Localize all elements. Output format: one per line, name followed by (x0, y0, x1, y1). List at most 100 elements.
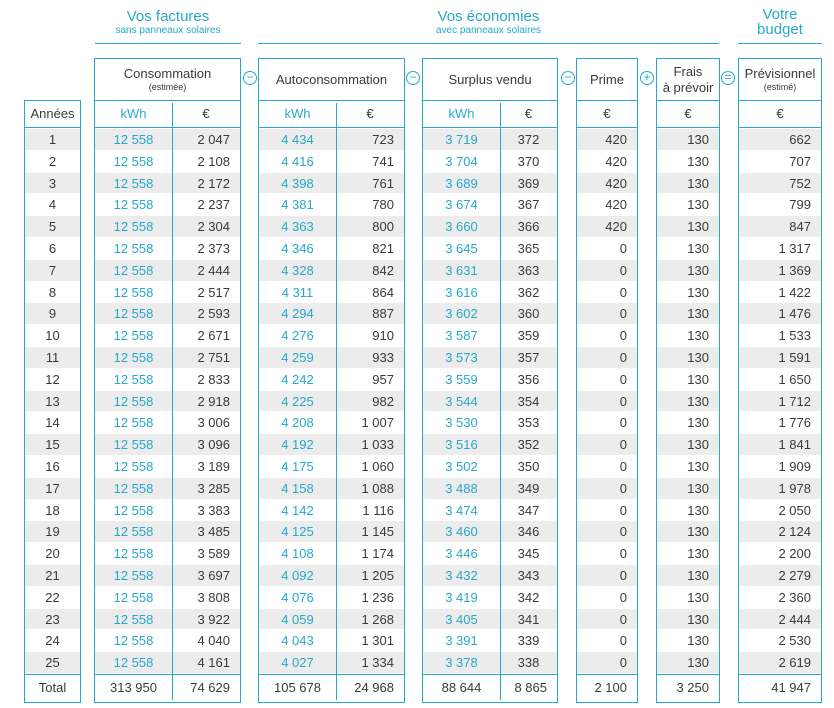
row-stripe (25, 129, 80, 150)
row-stripe (577, 172, 637, 194)
table-cell: 4 158 (281, 480, 314, 496)
year-cell: 22 (45, 589, 60, 605)
unit-row-divider (423, 127, 557, 128)
table-cell: 420 (605, 153, 627, 169)
table-cell: 4 259 (281, 350, 314, 365)
table-cell: 4 434 (281, 132, 314, 147)
table-cell: 12 558 (113, 655, 154, 671)
table-cell: 130 (687, 350, 709, 365)
table-cell: 3 689 (445, 175, 478, 191)
frais-label-line1: Frais (673, 63, 703, 79)
economies-underline (258, 43, 719, 44)
table-cell: 3 922 (197, 611, 230, 627)
table-cell: 12 558 (113, 415, 154, 431)
row-stripe (25, 608, 80, 630)
budget-underline (738, 43, 822, 44)
row-stripe (259, 477, 404, 499)
unit-label: € (524, 106, 533, 121)
table-cell: 0 (619, 633, 627, 649)
row-stripe (739, 129, 821, 150)
table-cell: 420 (605, 175, 627, 191)
year-cell: 19 (45, 524, 60, 540)
table-cell: 12 558 (113, 546, 154, 562)
row-stripe (577, 347, 637, 368)
table-cell: 1 978 (778, 480, 811, 496)
table-cell: 2 530 (778, 633, 811, 649)
table-cell: 1 007 (361, 415, 394, 431)
row-stripe (657, 521, 719, 543)
table-cell: 3 474 (445, 502, 478, 518)
autoconsommation-label: Autoconsommation (275, 71, 388, 87)
table-cell: 130 (687, 262, 709, 278)
unit-row-divider (25, 127, 80, 128)
year-cell: 5 (48, 219, 57, 235)
table-cell: 130 (687, 132, 709, 147)
table-cell: 3 516 (445, 437, 478, 453)
row-stripe (95, 259, 240, 281)
total-cell: 8 865 (514, 680, 547, 695)
table-cell: 12 558 (113, 153, 154, 169)
minus-operator-icon: − (406, 71, 420, 85)
unit-label: € (202, 106, 210, 121)
year-cell: 1 (48, 132, 57, 147)
row-stripe (657, 477, 719, 499)
table-cell: 3 660 (445, 219, 478, 235)
table-cell: 349 (517, 480, 540, 496)
factures-title: Vos factures (126, 8, 210, 25)
row-stripe (95, 303, 240, 325)
total-cell: 74 629 (190, 680, 230, 695)
year-cell: 4 (48, 197, 57, 213)
table-cell: 821 (372, 241, 394, 256)
row-stripe (657, 608, 719, 630)
table-cell: 0 (619, 611, 627, 627)
row-stripe (423, 129, 557, 150)
table-cell: 370 (517, 153, 540, 169)
column-divider (500, 674, 501, 700)
table-cell: 1 909 (778, 459, 811, 474)
row-stripe (423, 434, 557, 455)
table-cell: 12 558 (113, 328, 154, 344)
table-cell: 2 444 (778, 611, 811, 627)
economies-title: Vos économies (437, 8, 540, 25)
table-cell: 3 589 (197, 546, 230, 562)
table-cell: 130 (687, 241, 709, 256)
consommation-sub: (estimée) (148, 81, 187, 92)
row-stripe (95, 434, 240, 455)
row-stripe (423, 608, 557, 630)
row-stripe (657, 434, 719, 455)
table-cell: 3 006 (197, 415, 230, 431)
year-cell: 17 (45, 480, 60, 496)
table-cell: 3 616 (445, 284, 478, 300)
row-stripe (577, 565, 637, 586)
table-cell: 982 (372, 393, 394, 409)
row-stripe (25, 259, 80, 281)
table-cell: 359 (517, 328, 540, 344)
table-cell: 130 (687, 284, 709, 300)
table-cell: 342 (517, 589, 540, 605)
table-cell: 1 205 (361, 568, 394, 583)
table-cell: 1 116 (362, 502, 394, 518)
table-cell: 1 476 (778, 306, 811, 322)
table-cell: 12 558 (113, 524, 154, 540)
row-stripe (95, 652, 240, 673)
table-cell: 130 (687, 568, 709, 583)
table-cell: 12 558 (113, 459, 154, 474)
table-cell: 4 346 (281, 241, 314, 256)
table-cell: 12 558 (113, 633, 154, 649)
table-cell: 12 558 (113, 219, 154, 235)
column-divider (336, 674, 337, 700)
table-cell: 847 (789, 219, 811, 235)
table-cell: 130 (687, 371, 709, 387)
table-cell: 353 (517, 415, 540, 431)
year-cell: 9 (48, 306, 57, 322)
year-cell: 24 (45, 633, 60, 649)
total-cell: 24 968 (354, 680, 394, 695)
group-budget-title: Votre budget (738, 7, 822, 37)
table-cell: 130 (687, 655, 709, 671)
row-stripe (259, 652, 404, 673)
table-cell: 345 (517, 546, 540, 562)
table-cell: 3 189 (197, 459, 230, 474)
row-stripe (259, 565, 404, 586)
header-previsionnel: Prévisionnel (estimé) (738, 58, 822, 101)
table-cell: 0 (619, 655, 627, 671)
